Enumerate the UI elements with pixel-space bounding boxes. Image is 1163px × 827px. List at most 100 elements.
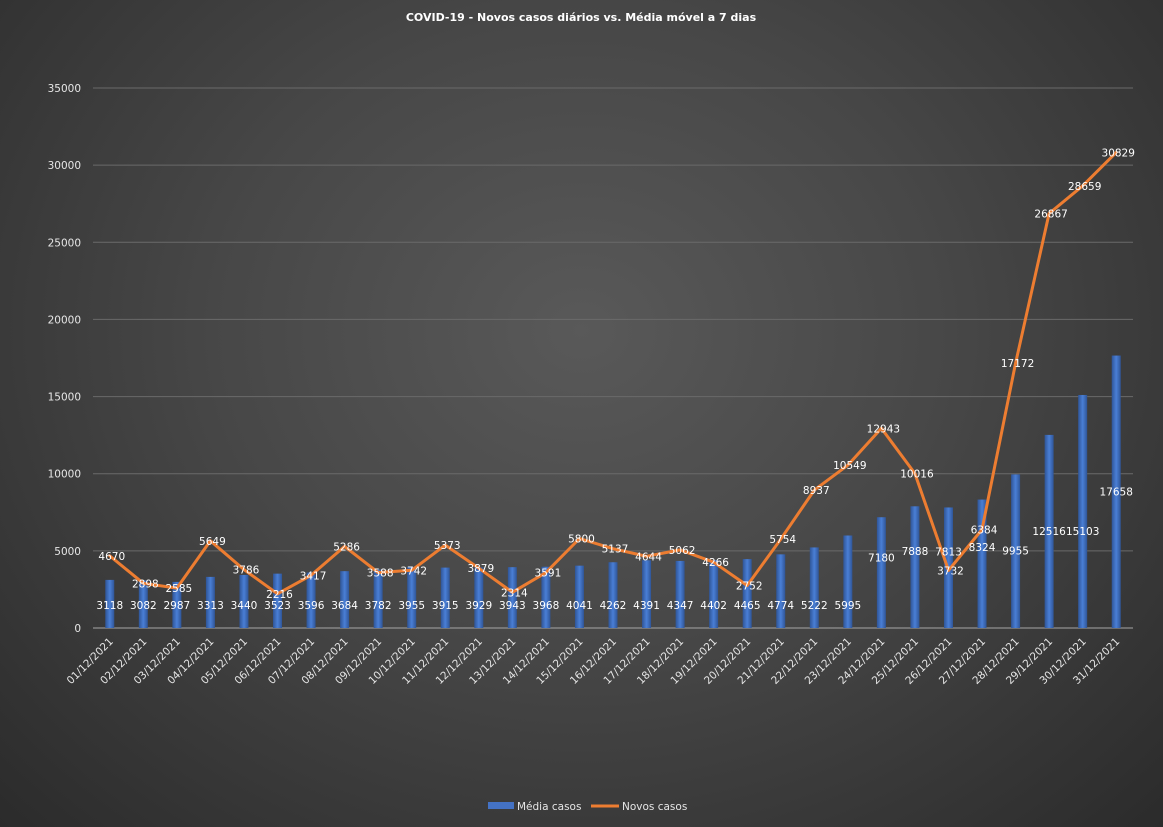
data-label-media-casos: 4402 <box>700 600 727 612</box>
x-axis-ticks: 01/12/202102/12/202103/12/202104/12/2021… <box>65 636 1123 687</box>
bar-media-casos <box>507 567 517 628</box>
point-novos-casos <box>745 584 749 587</box>
data-label-media-casos: 3929 <box>465 600 492 612</box>
point-novos-casos <box>276 592 279 596</box>
bar-media-casos <box>105 579 115 628</box>
bar-media-casos <box>608 562 618 628</box>
data-label-novos-casos: 3742 <box>400 565 427 577</box>
y-axis-ticks: 0 5000 10000 15000 20000 25000 30000 35000 <box>48 83 81 635</box>
data-labels: 3118 3082 2987 3313 3440 3523 3596 3684 3782 3955… <box>96 147 1135 612</box>
data-label-novos-casos: 12943 <box>867 423 900 435</box>
point-novos-casos <box>980 528 984 531</box>
point-novos-casos <box>209 539 212 543</box>
legend-swatch-media-casos <box>488 802 514 809</box>
bar-media-casos <box>205 576 215 628</box>
bar-media-casos <box>977 499 987 628</box>
legend-label-novos-casos: Novos casos <box>622 801 687 813</box>
y-tick-label: 20000 <box>48 314 81 326</box>
bar-media-casos <box>373 569 383 628</box>
bar-media-casos <box>776 554 786 628</box>
data-label-media-casos: 4391 <box>633 600 660 612</box>
data-label-media-casos: 3684 <box>331 600 358 612</box>
bar-media-casos <box>239 574 249 628</box>
point-novos-casos <box>410 569 413 572</box>
bar-media-casos <box>910 506 920 628</box>
bar-media-casos <box>440 567 450 628</box>
point-novos-casos <box>1047 212 1051 215</box>
point-novos-casos <box>678 548 682 552</box>
data-label-novos-casos: 5286 <box>333 541 360 553</box>
data-label-media-casos: 5222 <box>801 600 828 612</box>
data-label-media-casos: 3915 <box>432 600 459 612</box>
point-novos-casos <box>846 464 850 467</box>
legend-label-media-casos: Média casos <box>517 801 581 813</box>
point-novos-casos <box>343 545 346 548</box>
data-label-media-casos: 8324 <box>969 542 996 554</box>
data-label-media-casos: 7180 <box>868 553 895 565</box>
point-novos-casos <box>880 427 883 430</box>
bar-media-casos <box>273 573 283 628</box>
data-label-novos-casos: 3591 <box>535 568 562 580</box>
bar-media-casos <box>1044 434 1054 628</box>
point-novos-casos <box>1081 184 1084 188</box>
data-label-media-casos: 4262 <box>600 600 627 612</box>
data-label-media-casos: 3523 <box>264 600 291 612</box>
y-tick-label: 5000 <box>54 546 81 558</box>
data-label-novos-casos: 3417 <box>300 570 327 582</box>
y-tick-label: 30000 <box>48 160 81 172</box>
data-label-novos-casos: 10549 <box>833 460 866 472</box>
y-tick-label: 15000 <box>48 392 81 404</box>
data-label-media-casos: 3596 <box>298 600 325 612</box>
point-novos-casos <box>947 569 950 572</box>
data-label-media-casos: 3313 <box>197 600 224 612</box>
data-label-novos-casos: 17172 <box>1001 358 1034 370</box>
data-label-media-casos: 2987 <box>164 600 191 612</box>
point-novos-casos <box>175 586 179 590</box>
bar-media-casos <box>172 581 182 628</box>
data-label-media-casos: 17658 <box>1100 487 1133 499</box>
data-label-media-casos: 3782 <box>365 600 392 612</box>
bar-media-casos <box>306 572 316 628</box>
data-label-novos-casos: 6384 <box>971 525 998 537</box>
point-novos-casos <box>376 571 380 574</box>
point-novos-casos <box>645 555 648 558</box>
data-label-media-casos: 3943 <box>499 600 526 612</box>
bar-media-casos <box>642 560 652 628</box>
data-label-novos-casos: 8937 <box>803 485 830 497</box>
point-novos-casos <box>813 488 816 492</box>
data-label-media-casos: 3440 <box>231 600 258 612</box>
data-label-media-casos: 12516 <box>1032 526 1066 538</box>
data-label-novos-casos: 30829 <box>1102 147 1135 159</box>
y-tick-label: 35000 <box>48 83 81 95</box>
bar-media-casos <box>138 580 148 628</box>
bar-media-casos <box>574 565 584 628</box>
data-label-novos-casos: 4670 <box>98 551 125 563</box>
point-novos-casos <box>511 591 514 594</box>
data-label-novos-casos: 2585 <box>166 583 193 595</box>
data-label-media-casos: 4465 <box>734 600 761 612</box>
data-label-novos-casos: 2314 <box>501 587 528 599</box>
data-label-novos-casos: 3732 <box>937 565 964 577</box>
data-label-media-casos: 3082 <box>130 600 157 612</box>
bar-media-casos <box>876 517 886 628</box>
data-label-novos-casos: 2216 <box>266 589 293 601</box>
point-novos-casos <box>309 574 313 577</box>
data-label-novos-casos: 28659 <box>1068 181 1101 193</box>
data-label-novos-casos: 5800 <box>568 534 595 546</box>
data-label-media-casos: 7813 <box>935 547 962 559</box>
data-label-novos-casos: 5649 <box>199 536 226 548</box>
bar-media-casos <box>407 566 417 628</box>
bar-media-casos <box>340 571 350 628</box>
data-label-media-casos: 3968 <box>533 600 560 612</box>
data-label-novos-casos: 26867 <box>1034 208 1067 220</box>
point-novos-casos <box>242 568 246 571</box>
bar-media-casos <box>843 535 853 628</box>
point-novos-casos <box>611 547 615 550</box>
data-label-novos-casos: 5373 <box>434 540 461 552</box>
grid-lines <box>93 87 1133 629</box>
data-label-media-casos: 5995 <box>834 600 861 612</box>
bar-media-casos <box>474 567 484 628</box>
data-label-novos-casos: 3879 <box>467 563 494 575</box>
point-novos-casos <box>142 582 145 585</box>
